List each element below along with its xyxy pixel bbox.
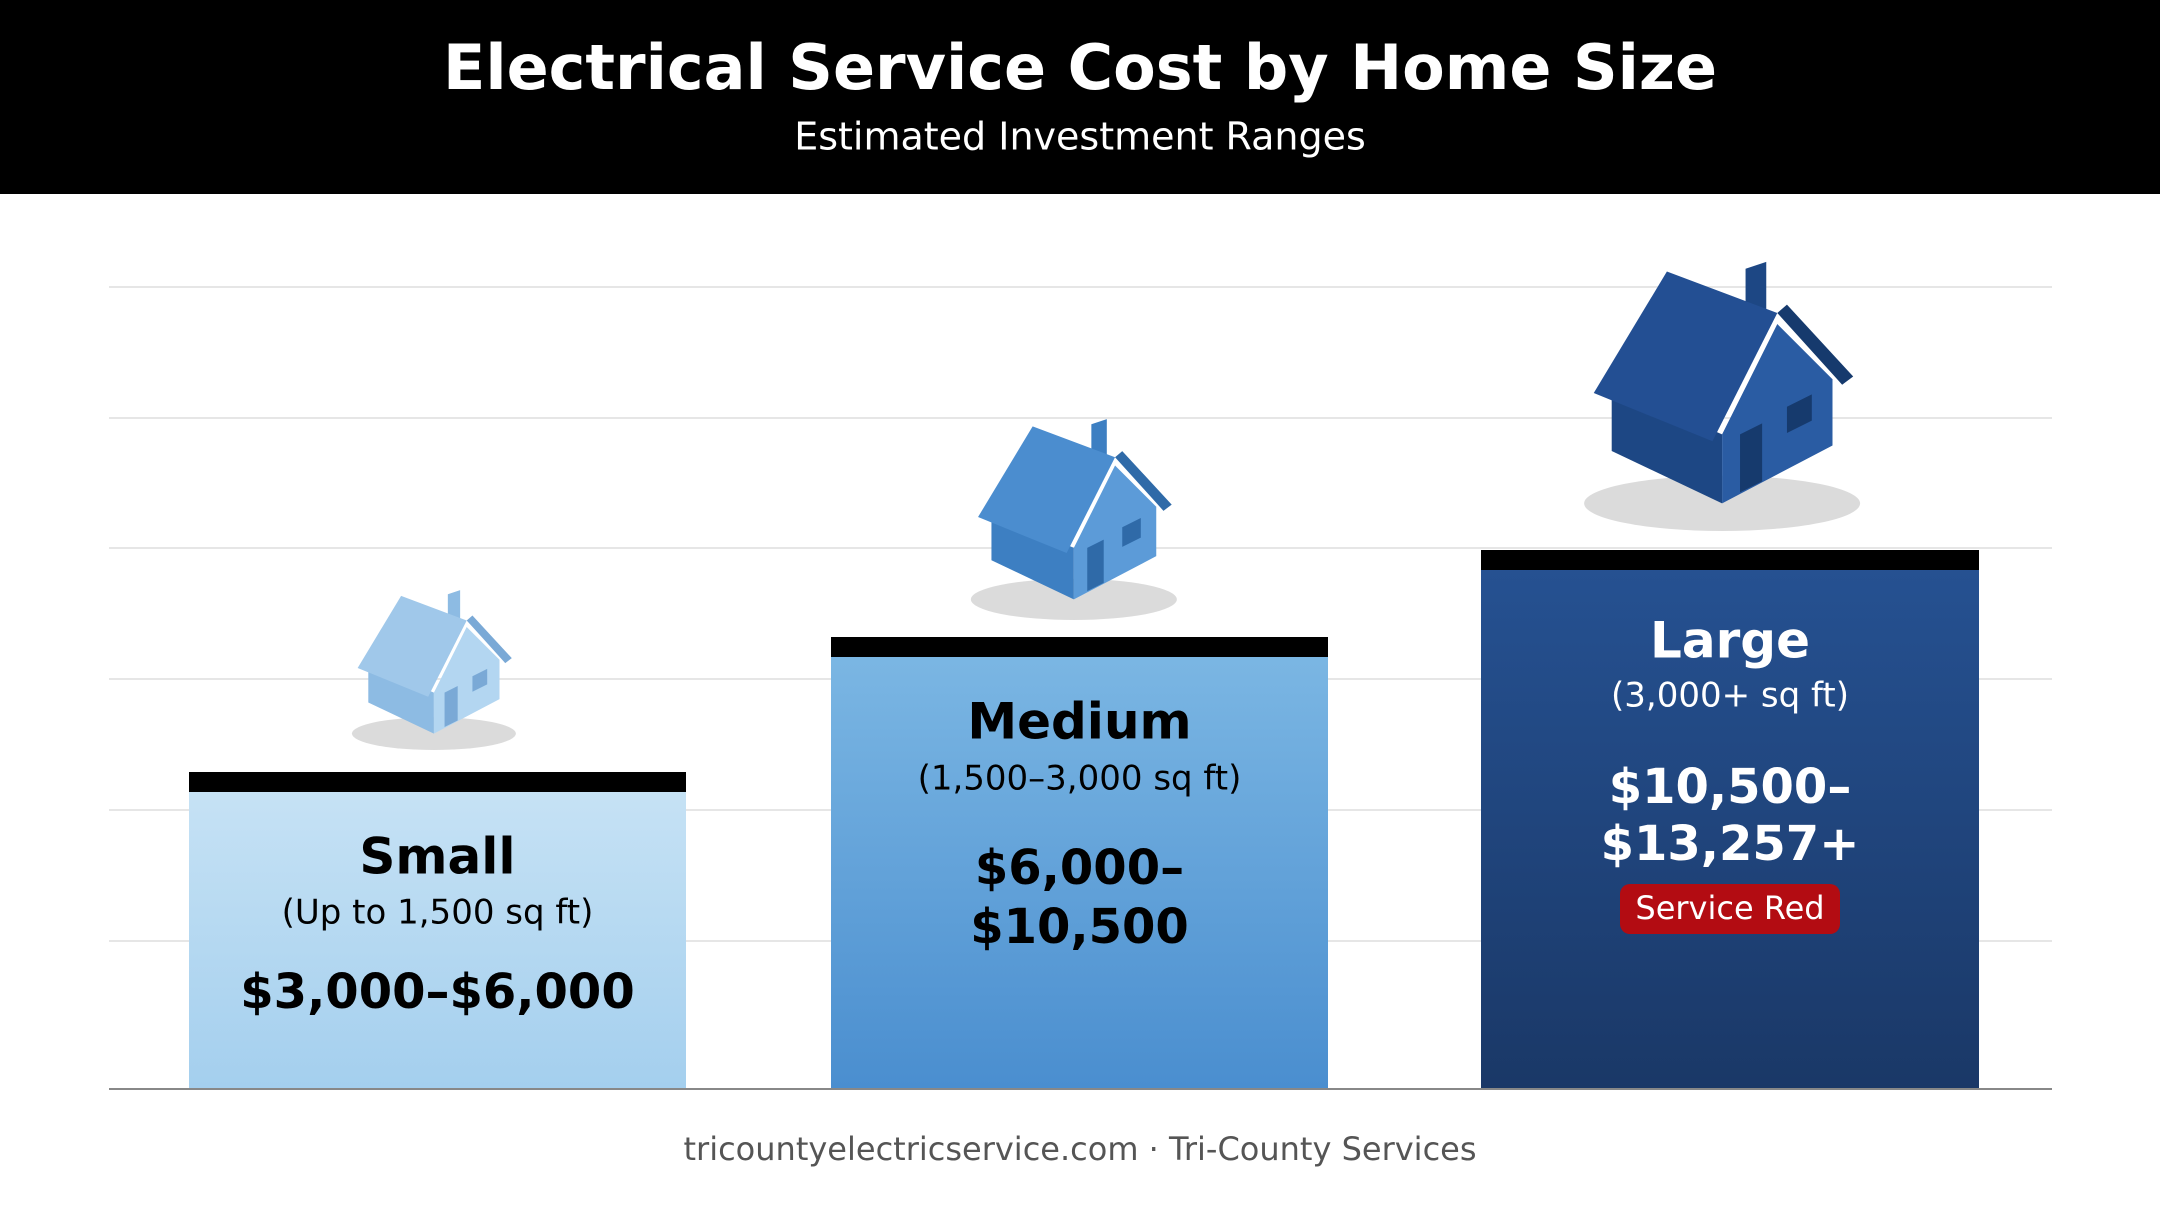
tier-bar xyxy=(831,637,1328,1089)
tier-bar-cap xyxy=(1481,550,1979,570)
tier-name: Medium xyxy=(967,693,1191,751)
house-door xyxy=(1087,539,1104,592)
tier: Large (3,000+ sq ft) $10,500–$13,257+ Servi… xyxy=(1481,261,1979,1089)
tier: Small (Up to 1,500 sq ft) $3,000–$6,000 xyxy=(189,590,686,1089)
house-roof-edge xyxy=(466,615,512,664)
tier-bar-cap xyxy=(831,637,1328,657)
header-band xyxy=(0,0,2160,194)
tier-price: $10,500– xyxy=(1609,759,1852,815)
house-roof xyxy=(357,595,467,697)
house-roof-edge xyxy=(1115,451,1172,511)
tier-price: $13,257+ xyxy=(1601,816,1860,872)
house-window xyxy=(1786,394,1812,434)
house-roof xyxy=(1593,271,1778,442)
house-icon xyxy=(351,590,516,750)
subtitle: Estimated Investment Ranges xyxy=(794,115,1366,159)
house-door xyxy=(444,686,458,728)
house-shadow xyxy=(351,717,516,750)
tier-size: (1,500–3,000 sq ft) xyxy=(918,759,1242,799)
tier-size: (3,000+ sq ft) xyxy=(1611,676,1849,716)
tier-bar xyxy=(189,772,686,1089)
badge-bg xyxy=(1620,884,1840,934)
house-door xyxy=(1740,423,1763,493)
tier-bar-cap xyxy=(189,772,686,792)
house-roof-edge xyxy=(1777,304,1854,385)
house-window xyxy=(472,668,488,692)
tier-bar xyxy=(1481,550,1979,1089)
tier-price: $3,000–$6,000 xyxy=(240,964,634,1020)
badge: Service Red xyxy=(1635,889,1824,927)
tier-name: Small xyxy=(359,828,515,886)
footer: tricountyelectricservice.com · Tri-Count… xyxy=(683,1130,1476,1168)
house-icon xyxy=(970,419,1177,621)
house-wall xyxy=(1611,386,1723,504)
tiers: Small (Up to 1,500 sq ft) $3,000–$6,000 Med… xyxy=(189,261,1979,1089)
tier-name: Large xyxy=(1650,612,1810,670)
house-wall xyxy=(991,511,1074,600)
house-icon xyxy=(1584,261,1861,531)
house-roof xyxy=(978,426,1116,554)
tier-size: (Up to 1,500 sq ft) xyxy=(282,893,594,933)
tier-price: $6,000– xyxy=(975,840,1184,896)
tier-price: $10,500 xyxy=(970,899,1189,955)
tier: Medium (1,500–3,000 sq ft) $6,000–$10,500 xyxy=(831,419,1328,1089)
title: Electrical Service Cost by Home Size xyxy=(443,31,1717,104)
house-window xyxy=(1122,518,1141,547)
house-wall xyxy=(368,663,434,734)
